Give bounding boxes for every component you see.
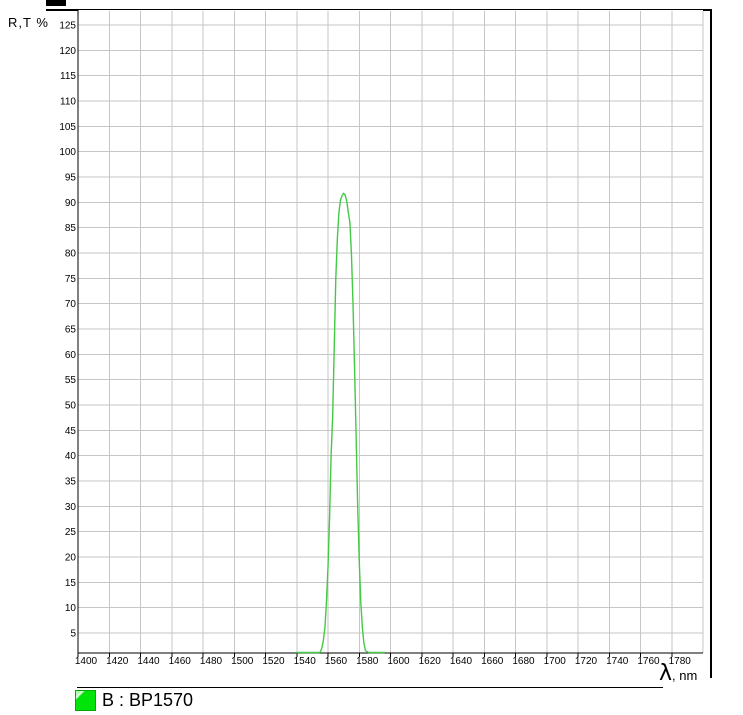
x-tick-label: 1500 <box>231 656 254 667</box>
x-tick-label: 1780 <box>669 656 692 667</box>
series-curve-bp1570 <box>296 192 385 654</box>
y-tick-label: 80 <box>65 249 77 260</box>
x-tick-label: 1680 <box>512 656 535 667</box>
y-tick-label: 60 <box>65 350 77 361</box>
y-tick-label: 10 <box>65 603 77 614</box>
x-tick-label: 1740 <box>606 656 629 667</box>
y-tick-label: 40 <box>65 451 77 462</box>
x-tick-marks <box>77 653 673 657</box>
y-tick-label: 75 <box>65 274 77 285</box>
y-axis-title: R,T % <box>8 15 49 30</box>
y-tick-label: 95 <box>65 173 77 184</box>
y-tick-label: 25 <box>65 527 77 538</box>
x-tick-label: 1560 <box>325 656 348 667</box>
x-tick-label: 1660 <box>481 656 504 667</box>
x-tick-label: 1520 <box>262 656 285 667</box>
y-tick-label: 50 <box>65 401 77 412</box>
y-tick-label: 110 <box>60 97 76 108</box>
window-corner-mark <box>46 0 66 6</box>
y-tick-label: 70 <box>65 299 77 310</box>
x-tick-label: 1540 <box>294 656 317 667</box>
window-frame-right-border <box>710 9 712 678</box>
y-tick-label: 15 <box>65 578 77 589</box>
y-tick-label: 45 <box>65 426 77 437</box>
x-tick-label: 1720 <box>575 656 598 667</box>
y-tick-label: 90 <box>65 198 77 209</box>
lambda-symbol: λ <box>659 661 673 686</box>
y-tick-label: 125 <box>59 21 76 32</box>
y-tick-label: 85 <box>65 223 77 234</box>
x-tick-label: 1580 <box>356 656 379 667</box>
y-tick-label: 20 <box>65 553 77 564</box>
x-axis-title: λ , nm <box>659 663 697 685</box>
y-tick-label: 100 <box>59 147 76 158</box>
y-tick-label: 105 <box>59 122 76 133</box>
legend-item-bp1570[interactable]: B : BP1570 <box>75 690 193 711</box>
y-tick-labels: 5 10 15 20 25 30 35 40 45 50 55 60 65 70 75 80 85 90 95 100… <box>59 21 76 640</box>
y-tick-label: 115 <box>60 71 76 82</box>
x-tick-label: 1480 <box>200 656 223 667</box>
y-tick-label: 65 <box>65 325 77 336</box>
legend-separator-line <box>77 687 663 688</box>
y-tick-label: 55 <box>65 375 77 386</box>
y-tick-label: 35 <box>65 477 77 488</box>
x-tick-label: 1440 <box>137 656 160 667</box>
x-tick-label: 1640 <box>450 656 473 667</box>
x-tick-label: 1400 <box>75 656 98 667</box>
x-tick-labels: 1400 1420 1440 1460 1480 1500 1520 1540 1560 1580… <box>75 656 691 667</box>
x-tick-label: 1600 <box>387 656 410 667</box>
x-tick-label: 1620 <box>419 656 442 667</box>
legend-label: B : BP1570 <box>102 690 194 710</box>
x-tick-label: 1460 <box>169 656 192 667</box>
y-tick-label: 30 <box>65 502 77 513</box>
x-tick-label: 1420 <box>106 656 129 667</box>
y-tick-label: 120 <box>59 46 76 57</box>
x-tick-label: 1700 <box>544 656 567 667</box>
gridlines <box>78 11 704 653</box>
x-tick-label: 1760 <box>637 656 660 667</box>
x-axis-unit: , nm <box>672 668 698 683</box>
y-tick-label: 5 <box>70 629 76 640</box>
legend-color-swatch <box>75 690 96 711</box>
